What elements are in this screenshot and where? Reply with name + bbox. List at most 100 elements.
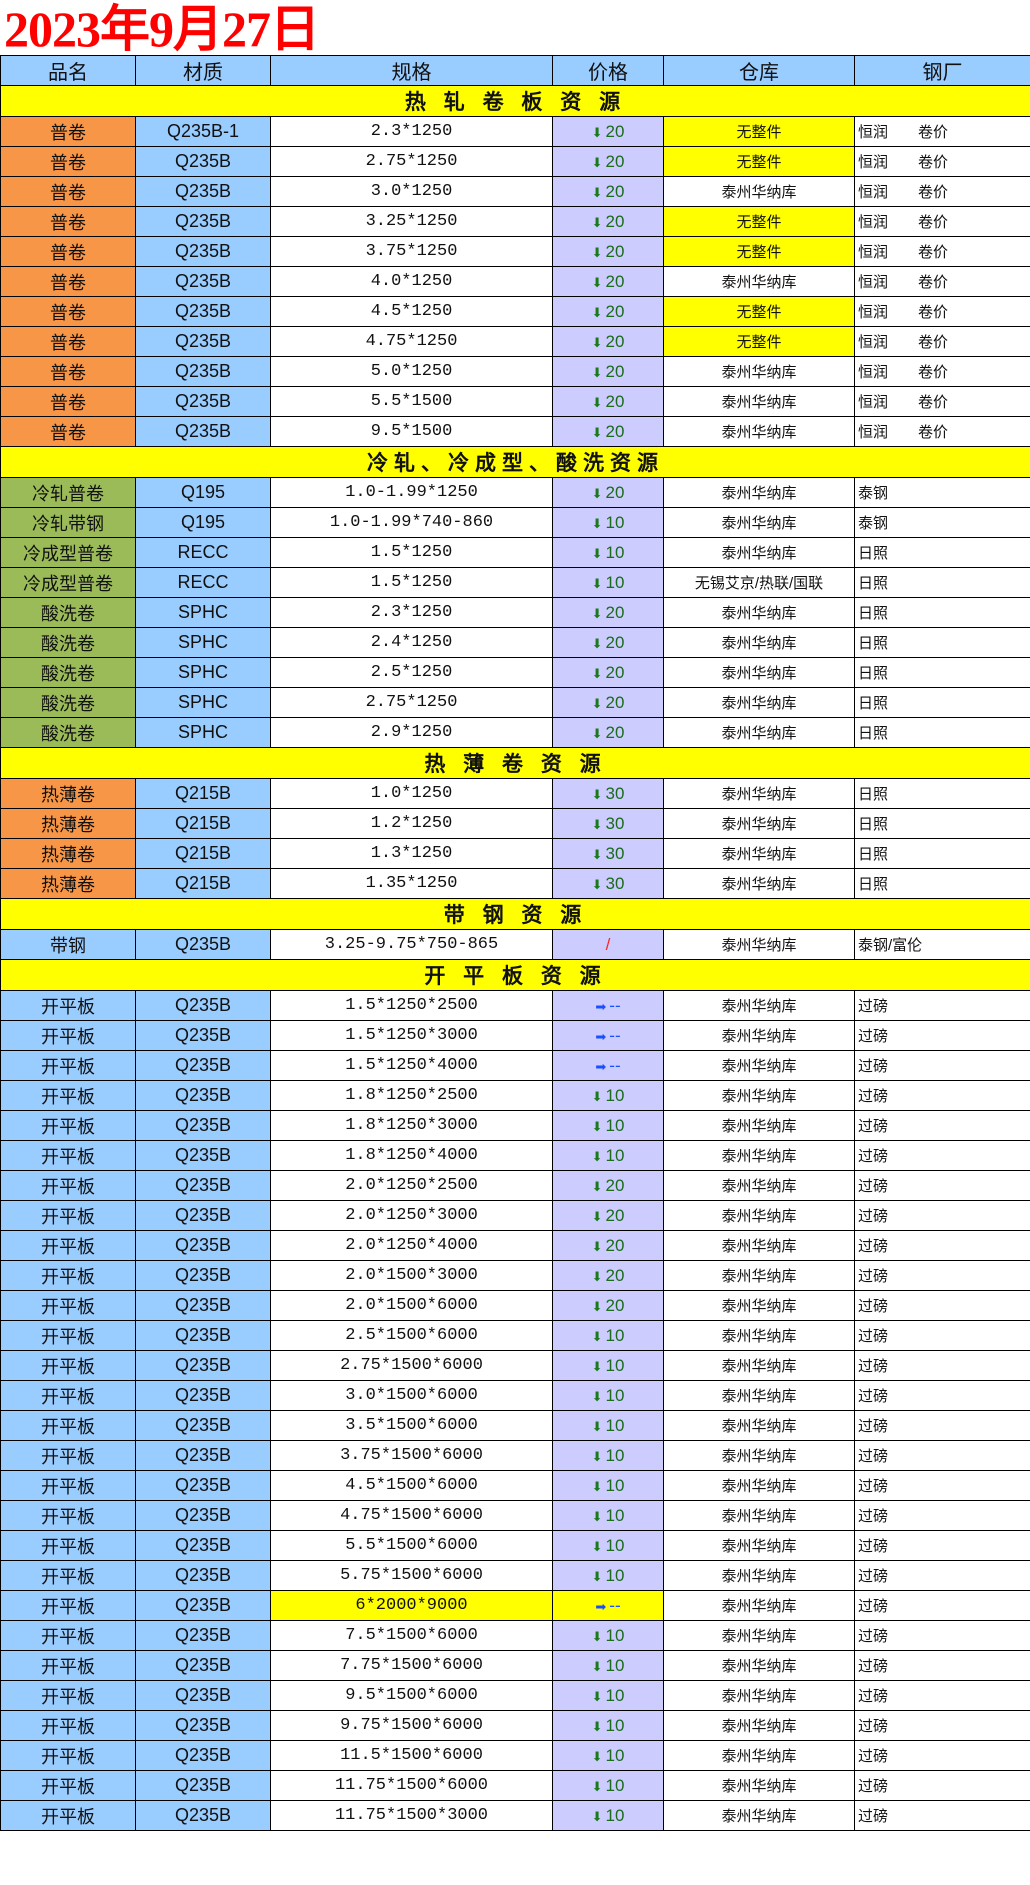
product-name-cell: 开平板 xyxy=(0,1710,136,1741)
price-change: 20 xyxy=(605,483,625,502)
mill-name: 过磅 xyxy=(858,1418,889,1435)
mill-name: 恒润 xyxy=(858,364,889,381)
arrow-down-icon: ⬇ xyxy=(591,305,603,320)
mill-note: 卷价 xyxy=(918,304,949,321)
price-cell: ⬇ 10 xyxy=(552,1740,664,1771)
price-cell: ⬇ 20 xyxy=(552,657,664,688)
material-cell: Q235B xyxy=(135,236,271,267)
material-cell: Q235B xyxy=(135,1500,271,1531)
arrow-down-icon: ⬇ xyxy=(591,1089,603,1104)
price-cell: ➡ -- xyxy=(552,1020,664,1051)
price-cell: ⬇ 20 xyxy=(552,1230,664,1261)
arrow-down-icon: ⬇ xyxy=(591,1569,603,1584)
spec-cell: 3.25-9.75*750-865 xyxy=(270,929,553,960)
mill-cell: 泰钢/富伦 xyxy=(854,929,1030,960)
price-change: 10 xyxy=(605,1146,625,1165)
mill-cell: 过磅 xyxy=(854,1650,1030,1681)
material-cell: Q235B xyxy=(135,1260,271,1291)
price-change: 20 xyxy=(605,1176,625,1195)
arrow-down-icon: ⬇ xyxy=(591,546,603,561)
mill-cell: 过磅 xyxy=(854,1050,1030,1081)
header-warehouse: 仓库 xyxy=(663,55,855,86)
warehouse-cell: 泰州华纳库 xyxy=(663,1560,855,1591)
mill-name: 日照 xyxy=(858,725,889,742)
material-cell: SPHC xyxy=(135,597,271,628)
material-cell: Q235B xyxy=(135,1530,271,1561)
table-row: 冷轧带钢 Q195 1.0-1.99*740-860 ⬇ 10 泰州华纳库 泰钢 xyxy=(0,507,1030,538)
arrow-down-icon: ⬇ xyxy=(591,666,603,681)
mill-note: 卷价 xyxy=(918,244,949,261)
price-cell: ⬇ 20 xyxy=(552,627,664,658)
table-row: 酸洗卷 SPHC 2.4*1250 ⬇ 20 泰州华纳库 日照 xyxy=(0,627,1030,658)
warehouse-cell: 泰州华纳库 xyxy=(663,386,855,417)
arrow-down-icon: ⬇ xyxy=(591,787,603,802)
mill-cell: 过磅 xyxy=(854,1080,1030,1111)
spec-cell: 2.75*1250 xyxy=(270,146,553,177)
table-row: 普卷 Q235B 3.25*1250 ⬇ 20 无整件 恒润 卷价 xyxy=(0,206,1030,237)
price-cell: ⬇ 30 xyxy=(552,778,664,809)
material-cell: Q235B xyxy=(135,1740,271,1771)
material-cell: Q215B xyxy=(135,808,271,839)
price-cell: ➡ -- xyxy=(552,990,664,1021)
warehouse-cell: 泰州华纳库 xyxy=(663,1740,855,1771)
mill-cell: 恒润 卷价 xyxy=(854,206,1030,237)
mill-name: 过磅 xyxy=(858,1598,889,1615)
spec-cell: 4.5*1250 xyxy=(270,296,553,327)
table-row: 开平板 Q235B 1.5*1250*4000 ➡ -- 泰州华纳库 过磅 xyxy=(0,1050,1030,1081)
mill-name: 过磅 xyxy=(858,1268,889,1285)
spec-cell: 5.5*1500*6000 xyxy=(270,1530,553,1561)
price-cell: ➡ -- xyxy=(552,1590,664,1621)
mill-name: 过磅 xyxy=(858,1748,889,1765)
spec-cell: 11.75*1500*3000 xyxy=(270,1800,553,1831)
mill-cell: 过磅 xyxy=(854,1620,1030,1651)
price-cell: ⬇ 10 xyxy=(552,1560,664,1591)
product-name-cell: 热薄卷 xyxy=(0,778,136,809)
header-name: 品名 xyxy=(0,55,136,86)
warehouse-cell: 泰州华纳库 xyxy=(663,627,855,658)
warehouse-cell: 无整件 xyxy=(663,326,855,357)
mill-cell: 过磅 xyxy=(854,1530,1030,1561)
mill-cell: 日照 xyxy=(854,657,1030,688)
table-row: 普卷 Q235B 3.75*1250 ⬇ 20 无整件 恒润 卷价 xyxy=(0,236,1030,267)
warehouse-cell: 泰州华纳库 xyxy=(663,1500,855,1531)
arrow-down-icon: ⬇ xyxy=(591,1269,603,1284)
product-name-cell: 普卷 xyxy=(0,266,136,297)
arrow-down-icon: ⬇ xyxy=(591,636,603,651)
mill-cell: 过磅 xyxy=(854,1230,1030,1261)
price-table: 品名 材质 规格 价格 仓库 钢厂 热 轧 卷 板 资 源普卷 Q235B-1 2.… xyxy=(0,55,1030,1831)
material-cell: Q235B xyxy=(135,266,271,297)
price-cell: ⬇ 10 xyxy=(552,537,664,568)
warehouse-cell: 泰州华纳库 xyxy=(663,477,855,508)
material-cell: SPHC xyxy=(135,627,271,658)
mill-cell: 过磅 xyxy=(854,1740,1030,1771)
warehouse-cell: 泰州华纳库 xyxy=(663,838,855,869)
spec-cell: 1.8*1250*3000 xyxy=(270,1110,553,1141)
price-cell: ⬇ 10 xyxy=(552,1680,664,1711)
price-change: 10 xyxy=(605,1356,625,1375)
table-row: 开平板 Q235B 11.75*1500*6000 ⬇ 10 泰州华纳库 过磅 xyxy=(0,1770,1030,1801)
price-change: 10 xyxy=(605,1806,625,1825)
arrow-down-icon: ⬇ xyxy=(591,1239,603,1254)
price-change: 30 xyxy=(605,874,625,893)
mill-name: 过磅 xyxy=(858,1538,889,1555)
material-cell: Q235B xyxy=(135,1650,271,1681)
price-cell: ⬇ 10 xyxy=(552,1440,664,1471)
mill-cell: 过磅 xyxy=(854,1590,1030,1621)
product-name-cell: 开平板 xyxy=(0,1470,136,1501)
mill-name: 恒润 xyxy=(858,424,889,441)
arrow-down-icon: ⬇ xyxy=(591,275,603,290)
spec-cell: 11.75*1500*6000 xyxy=(270,1770,553,1801)
material-cell: Q235B xyxy=(135,146,271,177)
price-cell: ⬇ 30 xyxy=(552,868,664,899)
material-cell: SPHC xyxy=(135,687,271,718)
mill-name: 恒润 xyxy=(858,274,889,291)
price-cell: ⬇ 10 xyxy=(552,1320,664,1351)
material-cell: Q235B xyxy=(135,1710,271,1741)
mill-cell: 过磅 xyxy=(854,1350,1030,1381)
price-cell: ⬇ 20 xyxy=(552,356,664,387)
section-header-row: 带 钢 资 源 xyxy=(0,898,1030,930)
mill-cell: 恒润 卷价 xyxy=(854,176,1030,207)
product-name-cell: 带钢 xyxy=(0,929,136,960)
table-row: 普卷 Q235B-1 2.3*1250 ⬇ 20 无整件 恒润 卷价 xyxy=(0,116,1030,147)
mill-name: 过磅 xyxy=(858,1808,889,1825)
